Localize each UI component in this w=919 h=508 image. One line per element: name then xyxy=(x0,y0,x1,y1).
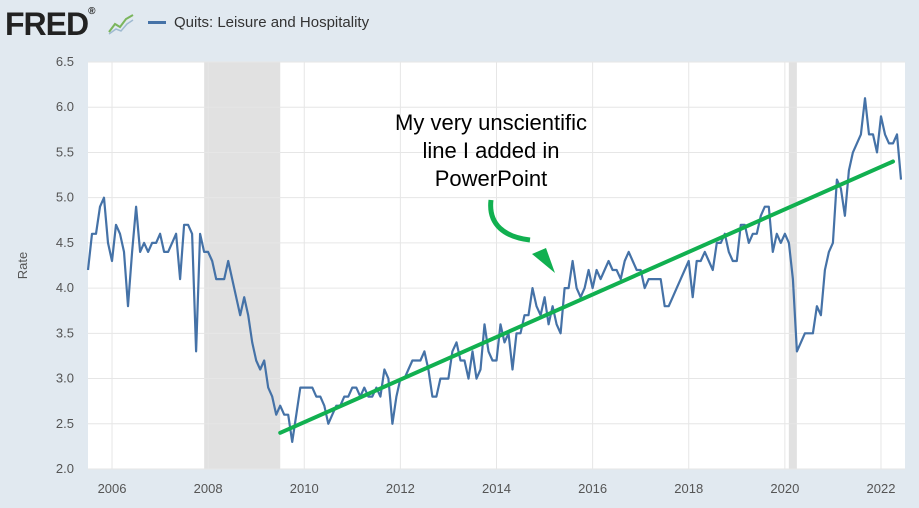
annotation-line-1: My very unscientific xyxy=(395,110,587,135)
y-tick-label: 6.5 xyxy=(56,54,74,69)
y-tick-label: 4.5 xyxy=(56,235,74,250)
line-chart-icon xyxy=(108,14,134,35)
x-tick-label: 2008 xyxy=(194,481,223,496)
series-line-quits[interactable] xyxy=(86,97,903,443)
x-tick-label: 2020 xyxy=(770,481,799,496)
chart-header: FRED® Quits: Leisure and Hospitality xyxy=(0,0,919,50)
legend-swatch xyxy=(148,21,166,24)
annotation-arrow xyxy=(488,199,531,243)
annotation-line-2: line I added in xyxy=(423,138,560,163)
y-tick-label: 6.0 xyxy=(56,99,74,114)
annotation-line-3: PowerPoint xyxy=(435,166,548,191)
x-tick-label: 2006 xyxy=(98,481,127,496)
recession-band xyxy=(788,62,797,469)
x-tick-label: 2012 xyxy=(386,481,415,496)
fred-logo[interactable]: FRED® xyxy=(5,6,96,43)
x-tick-label: 2010 xyxy=(290,481,319,496)
logo-registered-mark: ® xyxy=(88,6,95,17)
trend-line xyxy=(278,159,895,435)
logo-text: FRED xyxy=(5,6,89,42)
x-tick-label: 2014 xyxy=(482,481,511,496)
y-axis-label: Rate xyxy=(15,252,30,279)
annotation-arrowhead xyxy=(532,248,555,273)
y-tick-label: 2.0 xyxy=(56,461,74,476)
recession-band xyxy=(204,62,281,469)
y-tick-label: 4.0 xyxy=(56,280,74,295)
legend-label: Quits: Leisure and Hospitality xyxy=(174,14,370,31)
y-tick-label: 5.0 xyxy=(56,190,74,205)
legend[interactable]: Quits: Leisure and Hospitality xyxy=(148,14,369,31)
x-tick-label: 2022 xyxy=(867,481,896,496)
x-tick-label: 2018 xyxy=(674,481,703,496)
y-tick-label: 3.0 xyxy=(56,371,74,386)
y-tick-label: 5.5 xyxy=(56,144,74,159)
annotation: My very unscientific line I added in Pow… xyxy=(395,110,587,191)
y-tick-label: 2.5 xyxy=(56,416,74,431)
x-tick-label: 2016 xyxy=(578,481,607,496)
y-tick-label: 3.5 xyxy=(56,325,74,340)
